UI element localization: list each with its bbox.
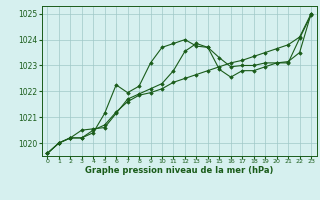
X-axis label: Graphe pression niveau de la mer (hPa): Graphe pression niveau de la mer (hPa) <box>85 166 273 175</box>
